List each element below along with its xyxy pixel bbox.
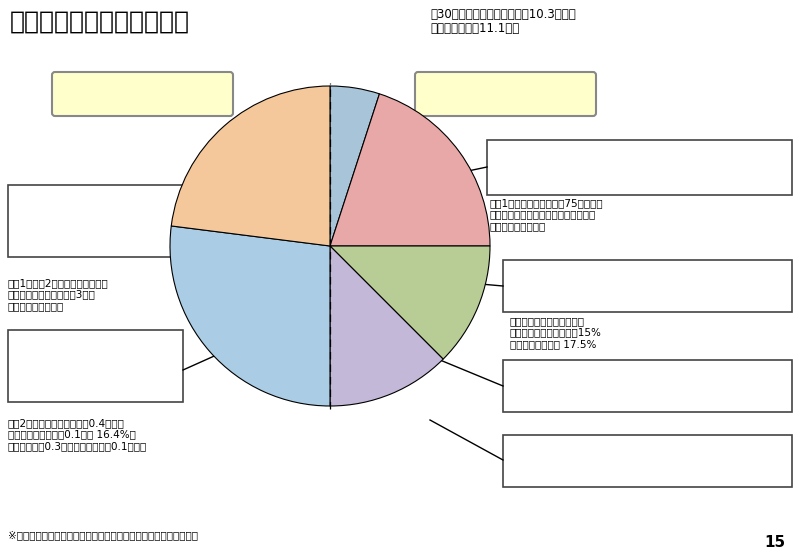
FancyBboxPatch shape (52, 72, 233, 116)
Wedge shape (171, 86, 330, 246)
FancyBboxPatch shape (8, 185, 183, 257)
Text: ・施設の給付費の負担割合
　国庫負担金（定率分）15%
　都道府県負担金 17.5%: ・施設の給付費の負担割合 国庫負担金（定率分）15% 都道府県負担金 17.5% (510, 316, 602, 349)
Text: 保険料  50%: 保険料 50% (99, 78, 187, 96)
Wedge shape (330, 246, 490, 359)
Text: 公　費  50%: 公 費 50% (461, 78, 549, 96)
FancyBboxPatch shape (503, 260, 792, 312)
Text: 第１号保険料
【65歳以上】
23%（2.4兆円）: 第１号保険料 【65歳以上】 23%（2.4兆円） (54, 200, 136, 243)
FancyBboxPatch shape (487, 140, 792, 195)
Wedge shape (330, 86, 379, 246)
FancyBboxPatch shape (503, 360, 792, 412)
Text: 国庫負担金【調整交付金】
5%（0.5兆円）: 国庫負担金【調整交付金】 5%（0.5兆円） (590, 150, 690, 180)
Text: 国庫負担金【定率分】
20%（1.9兆円）: 国庫負担金【定率分】 20%（1.9兆円） (604, 270, 690, 300)
Text: ・第2号保険料の公費負担（0.4兆円）
　協会けんぽ（国：0.1兆円 16.4%）
　国保（国：0.3兆円　都道府県：0.1兆円）: ・第2号保険料の公費負担（0.4兆円） 協会けんぽ（国：0.1兆円 16.4%）… (8, 418, 147, 451)
Text: 市町村負担金
12.5%（1.3兆円）: 市町村負担金 12.5%（1.3兆円） (594, 445, 699, 478)
Text: （30年度予算　介護給付費：10.3兆円）: （30年度予算 介護給付費：10.3兆円） (430, 8, 576, 21)
Text: 平成27年度から保険料の低
所得者軽減強化に別枠公費
負担の充当を行い、この部分
が公費(国・都道府県・市町
村)となる: 平成27年度から保険料の低 所得者軽減強化に別枠公費 負担の充当を行い、この部分… (230, 118, 312, 175)
FancyBboxPatch shape (8, 330, 183, 402)
Wedge shape (330, 94, 490, 246)
Wedge shape (170, 226, 330, 406)
Text: ※数値は端数処理をしているため、合計が一致しない場合がある。: ※数値は端数処理をしているため、合計が一致しない場合がある。 (8, 530, 198, 540)
Text: 総費用ベース：11.1兆円: 総費用ベース：11.1兆円 (430, 22, 519, 35)
Text: 都道府県負担金
12.5%（1.4兆円）: 都道府県負担金 12.5%（1.4兆円） (594, 370, 699, 402)
Text: 介護保険の財源構成と規模: 介護保険の財源構成と規模 (10, 10, 190, 34)
Text: 15: 15 (764, 535, 785, 550)
Text: 第２号保険料
【40～64歳】
27%（2.8兆円）: 第２号保険料 【40～64歳】 27%（2.8兆円） (54, 345, 136, 388)
FancyBboxPatch shape (503, 435, 792, 487)
Wedge shape (330, 246, 443, 406)
FancyBboxPatch shape (415, 72, 596, 116)
Text: ・第1号被保険者に占める75歳以上の
　高齢者の割合、所得段階別の割合等
　に応じて調整交付: ・第1号被保険者に占める75歳以上の 高齢者の割合、所得段階別の割合等 に応じて… (490, 198, 604, 231)
Text: ・第1号・第2号保険料の割合は、
介護保険事業計画期間（3年）
ごとに、人口で按分: ・第1号・第2号保険料の割合は、 介護保険事業計画期間（3年） ごとに、人口で按… (8, 278, 109, 311)
